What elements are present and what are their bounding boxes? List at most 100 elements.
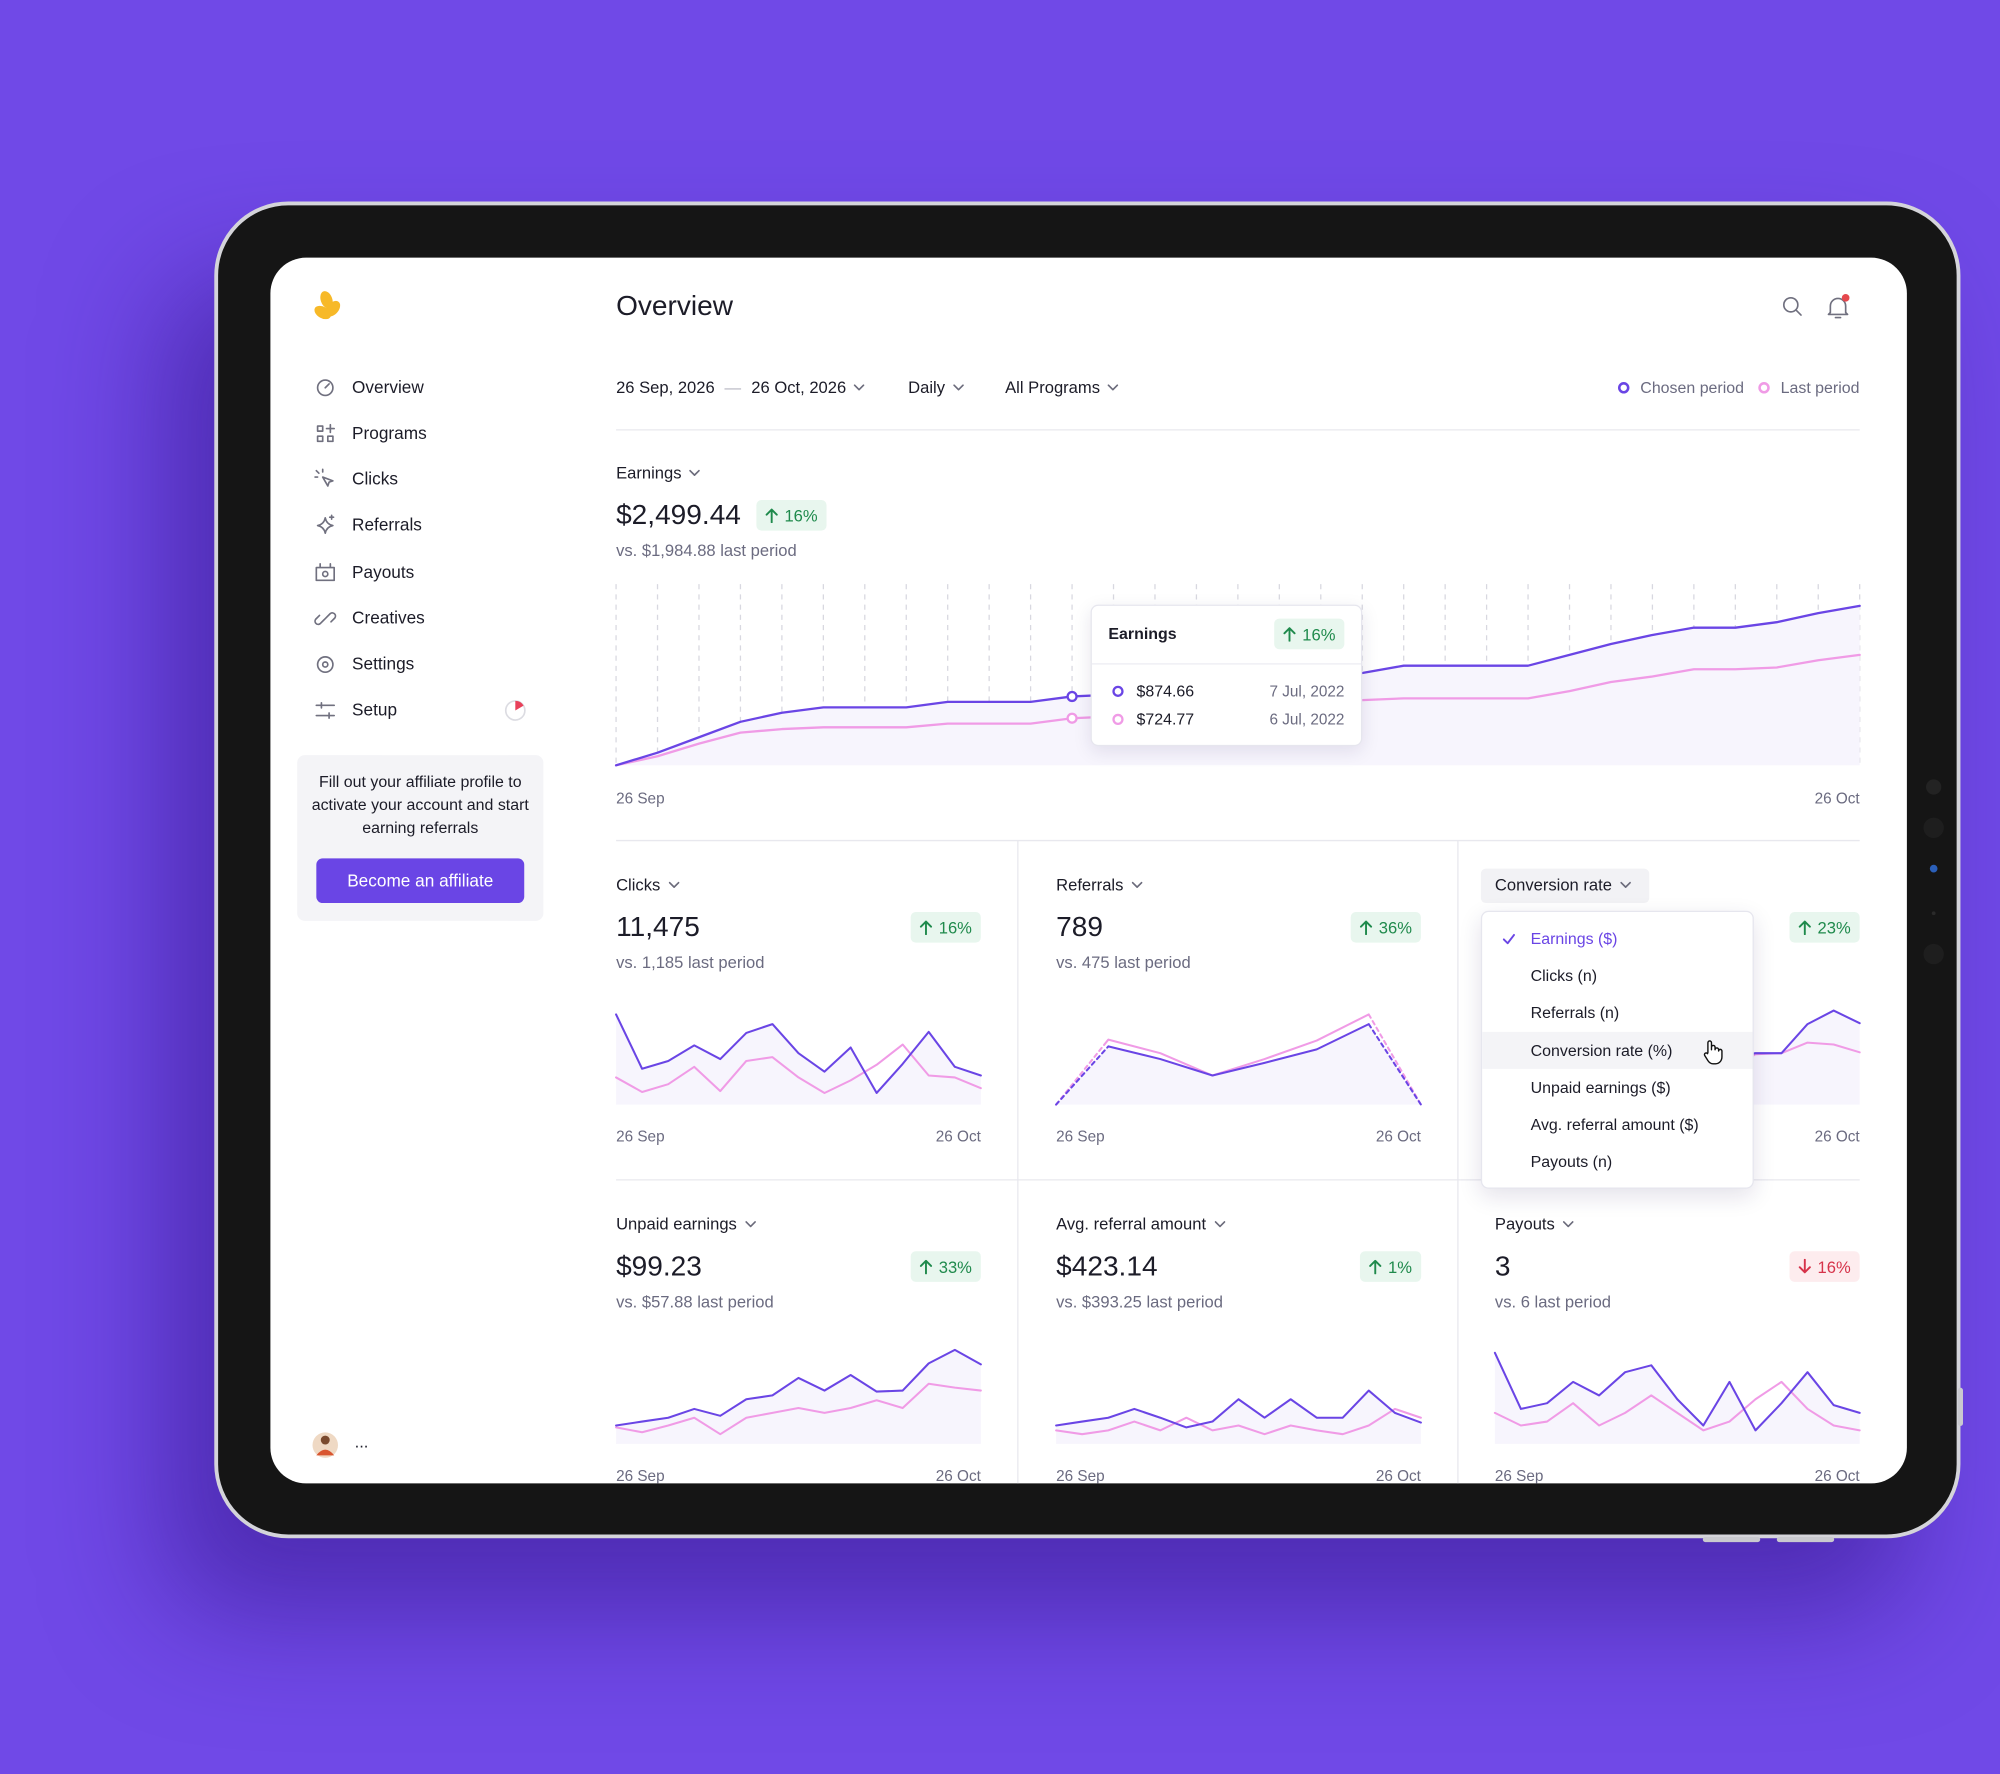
metric-label[interactable]: Payouts <box>1494 1214 1555 1234</box>
change-value: 33% <box>938 1257 972 1277</box>
menu-item[interactable]: Clicks (n) <box>1482 958 1752 995</box>
promo-text: Fill out your affiliate profile to activ… <box>311 772 529 837</box>
nav-icon <box>316 379 334 397</box>
legend-marker <box>1617 382 1630 394</box>
change-arrow <box>765 508 778 523</box>
change-arrow <box>1798 1258 1811 1274</box>
area <box>1494 1352 1860 1444</box>
menu-item-label: Referrals (n) <box>1530 1004 1620 1023</box>
current-line <box>1055 1389 1422 1429</box>
hover-point <box>1066 690 1078 703</box>
metric-label[interactable]: Earnings <box>616 463 682 483</box>
tooltip-marker <box>1112 685 1124 697</box>
nav-item[interactable]: Creatives <box>352 608 425 628</box>
change-value: 23% <box>1817 917 1851 937</box>
metric-label[interactable]: Referrals <box>1056 874 1124 895</box>
tooltip-markers <box>1112 685 1124 725</box>
menu-item[interactable]: Earnings ($) <box>1482 920 1752 957</box>
menu-item[interactable]: Referrals (n) <box>1482 995 1752 1032</box>
logo <box>314 291 341 320</box>
program-filter[interactable]: All Programs <box>1005 377 1101 397</box>
change-arrow <box>1283 627 1296 642</box>
current-line <box>615 1348 982 1427</box>
metric-label[interactable]: Conversion rate <box>1494 874 1612 895</box>
date-end[interactable]: 26 Oct, 2026 <box>751 377 847 397</box>
chevron <box>689 469 700 476</box>
sensor <box>1926 779 1942 795</box>
sensor <box>1923 943 1944 965</box>
change-badge: 16% <box>910 911 981 943</box>
chevron <box>953 384 964 391</box>
legend-marker <box>1758 382 1770 394</box>
nav-item[interactable]: Clicks <box>352 469 398 489</box>
change-value: 1% <box>1388 1257 1412 1277</box>
become-affiliate-button[interactable]: Become an affiliate <box>316 858 525 904</box>
nav-icon <box>316 514 335 534</box>
x-axis-label: 26 Sep <box>616 1466 665 1484</box>
nav-item[interactable]: Setup <box>352 700 398 720</box>
change-badge: 1% <box>1359 1251 1421 1282</box>
previous-line <box>1055 1407 1422 1436</box>
arrow <box>1369 1259 1382 1275</box>
nav-icon <box>315 701 336 719</box>
menu-item-label: Clicks (n) <box>1530 967 1598 985</box>
previous-line <box>1493 1380 1861 1432</box>
interval-filter[interactable]: Daily <box>908 377 946 397</box>
setup-progress <box>515 700 524 711</box>
x-axis-label: 26 Oct <box>1814 1466 1860 1484</box>
nav-item[interactable]: Programs <box>352 423 427 443</box>
metric-value: $423.14 <box>1056 1249 1158 1282</box>
change-arrow <box>1369 1259 1382 1275</box>
x-axis-label: 26 Sep <box>1056 1466 1105 1484</box>
x-axis-label: 26 Oct <box>1375 1127 1421 1146</box>
notification-dot <box>1841 294 1850 302</box>
chevron <box>1214 1221 1226 1228</box>
menu-item-label: Payouts (n) <box>1530 1153 1613 1172</box>
tooltip-value: $724.77 <box>1136 710 1195 729</box>
menu-item-label: Avg. referral amount ($) <box>1530 1116 1699 1134</box>
metric-comparison: vs. 6 last period <box>1494 1292 1612 1312</box>
date-start[interactable]: 26 Sep, 2026 <box>616 377 715 397</box>
change-value: 16% <box>1302 624 1336 644</box>
x-axis-label: 26 Oct <box>1375 1466 1421 1484</box>
chevron <box>745 1221 756 1228</box>
cursor <box>1703 1040 1723 1065</box>
x-axis-label: 26 Sep <box>1056 1127 1105 1146</box>
metric-comparison: vs. $393.25 last period <box>1056 1292 1223 1312</box>
x-axis-label: 26 Sep <box>1494 1466 1544 1484</box>
chevron <box>1131 881 1143 888</box>
tooltip-date: 7 Jul, 2022 <box>1269 682 1345 701</box>
nav-icon <box>314 612 337 626</box>
metric-selector-open <box>1480 868 1650 904</box>
change-badge: 36% <box>1350 911 1421 943</box>
arrow <box>919 920 933 935</box>
nav-item[interactable]: Settings <box>352 654 415 674</box>
change-value: 16% <box>938 917 972 937</box>
metric-label[interactable]: Avg. referral amount <box>1056 1214 1207 1234</box>
arrow <box>1798 920 1811 935</box>
x-axis-label: 26 Sep <box>616 1127 665 1146</box>
area <box>616 1014 981 1105</box>
search-icon <box>1782 297 1799 313</box>
menu-item[interactable]: Avg. referral amount ($) <box>1482 1107 1752 1144</box>
nav-item[interactable]: Referrals <box>352 515 422 535</box>
nav-item[interactable]: Payouts <box>352 562 415 582</box>
user-menu[interactable]: ... <box>354 1432 369 1452</box>
change-arrow <box>1798 920 1811 935</box>
change-arrow <box>919 1259 933 1275</box>
nav-item[interactable]: Overview <box>352 377 424 397</box>
metric-label[interactable]: Clicks <box>616 874 661 895</box>
change-value: 16% <box>784 505 818 525</box>
menu-item[interactable]: Payouts (n) <box>1482 1144 1752 1181</box>
avatar-body <box>316 1449 335 1456</box>
chevron <box>1107 384 1119 391</box>
metric-label[interactable]: Unpaid earnings <box>616 1214 737 1234</box>
change-badge: 33% <box>910 1251 981 1282</box>
change-badge: 16% <box>1789 1251 1860 1282</box>
menu-item[interactable]: Unpaid earnings ($) <box>1482 1069 1752 1106</box>
tooltip: Earnings 16% $874.66 7 Jul, 2022 $724.77 6 Ju… <box>1090 604 1363 747</box>
nav-icon <box>315 562 336 582</box>
x-axis-label: 26 Oct <box>1814 789 1860 808</box>
